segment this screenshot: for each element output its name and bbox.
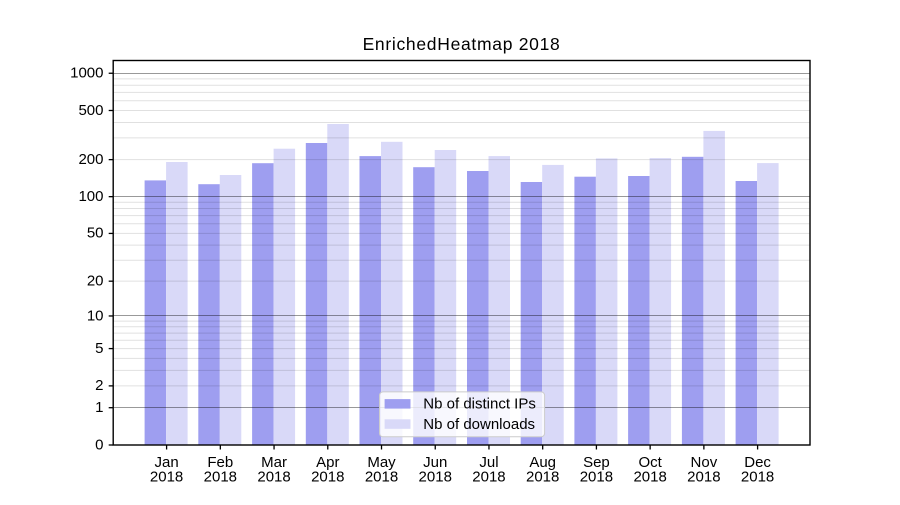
svg-text:Mar: Mar bbox=[261, 454, 287, 471]
svg-text:2018: 2018 bbox=[580, 468, 613, 485]
svg-text:Sep: Sep bbox=[583, 454, 610, 471]
svg-text:Oct: Oct bbox=[638, 454, 662, 471]
svg-text:5: 5 bbox=[95, 340, 103, 357]
svg-text:2018: 2018 bbox=[419, 468, 452, 485]
svg-text:100: 100 bbox=[78, 188, 103, 205]
svg-text:2018: 2018 bbox=[687, 468, 720, 485]
svg-text:Nb of distinct IPs: Nb of distinct IPs bbox=[423, 396, 536, 413]
svg-text:2018: 2018 bbox=[204, 468, 237, 485]
svg-text:2018: 2018 bbox=[150, 468, 183, 485]
svg-text:Feb: Feb bbox=[207, 454, 233, 471]
svg-text:EnrichedHeatmap 2018: EnrichedHeatmap 2018 bbox=[363, 34, 561, 54]
svg-text:200: 200 bbox=[78, 151, 103, 168]
svg-text:2: 2 bbox=[95, 377, 103, 394]
svg-text:1: 1 bbox=[95, 399, 103, 416]
svg-text:20: 20 bbox=[87, 272, 104, 289]
svg-text:2018: 2018 bbox=[472, 468, 505, 485]
svg-text:2018: 2018 bbox=[526, 468, 559, 485]
svg-text:Nov: Nov bbox=[691, 454, 718, 471]
svg-text:10: 10 bbox=[87, 307, 104, 324]
svg-text:2018: 2018 bbox=[257, 468, 290, 485]
svg-text:May: May bbox=[367, 454, 396, 471]
svg-text:2018: 2018 bbox=[311, 468, 344, 485]
svg-text:Apr: Apr bbox=[316, 454, 339, 471]
svg-text:500: 500 bbox=[78, 102, 103, 119]
svg-text:1000: 1000 bbox=[70, 65, 103, 82]
svg-text:50: 50 bbox=[87, 225, 104, 242]
svg-text:Nb of downloads: Nb of downloads bbox=[423, 416, 535, 433]
svg-text:Jun: Jun bbox=[423, 454, 447, 471]
svg-text:Aug: Aug bbox=[529, 454, 556, 471]
svg-text:Dec: Dec bbox=[744, 454, 771, 471]
svg-text:Jul: Jul bbox=[479, 454, 498, 471]
svg-text:Jan: Jan bbox=[155, 454, 179, 471]
svg-text:2018: 2018 bbox=[633, 468, 666, 485]
svg-text:2018: 2018 bbox=[741, 468, 774, 485]
svg-text:0: 0 bbox=[95, 436, 103, 453]
svg-text:2018: 2018 bbox=[365, 468, 398, 485]
